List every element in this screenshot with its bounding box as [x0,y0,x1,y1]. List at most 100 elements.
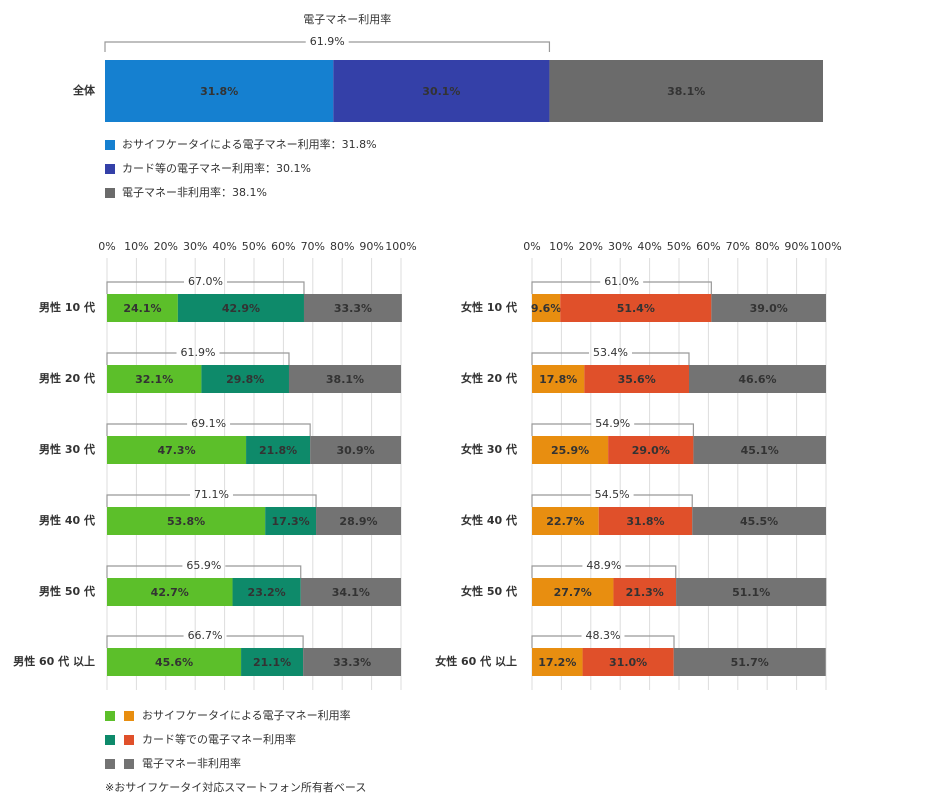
bar-segment [241,648,304,676]
data-label: 17.2% [538,656,576,669]
bar-segment [692,507,826,535]
bar-segment [107,436,247,464]
total-label: 61.9% [310,35,345,48]
total-bracket [531,281,712,294]
bar-segment [333,60,550,122]
total-bracket [531,565,677,578]
x-tick-label: 10% [124,240,148,253]
legend-label: 電子マネー非利用率：38.1% [122,185,267,199]
legend-label: 電子マネー非利用率 [142,756,241,770]
data-label: 22.7% [546,515,584,528]
category-label: 女性 40 代 [461,513,517,527]
data-label: 25.9% [551,444,589,457]
category-label: 全体 [72,83,96,97]
x-tick-label: 90% [359,240,383,253]
x-tick-label: 40% [637,240,661,253]
category-label: 女性 60 代 以上 [435,654,517,668]
x-tick-label: 80% [755,240,779,253]
data-label: 23.2% [248,586,286,599]
bar-segment [532,365,585,393]
data-label: 51.4% [617,302,655,315]
bar-segment [288,365,401,393]
data-label: 21.3% [626,586,664,599]
category-label: 女性 30 代 [461,442,517,456]
bar-segment [246,436,311,464]
data-label: 21.1% [253,656,291,669]
data-label: 29.8% [226,373,264,386]
bar-segment [549,60,823,122]
x-tick-label: 70% [301,240,325,253]
bar-segment [107,365,202,393]
bar-segment [711,294,826,322]
data-label: 33.3% [334,302,372,315]
total-bracket [106,635,304,648]
x-tick-label: 100% [385,240,416,253]
total-bracket [531,423,695,436]
bar-segment [303,294,402,322]
data-label: 28.9% [339,515,377,528]
bar-segment [613,578,677,606]
x-tick-label: 20% [154,240,178,253]
data-label: 53.8% [167,515,205,528]
x-tick-label: 60% [271,240,295,253]
data-label: 29.0% [632,444,670,457]
x-tick-label: 40% [212,240,236,253]
total-label: 61.9% [181,346,216,359]
bar-segment [532,648,583,676]
bar-segment [584,365,689,393]
x-tick-label: 0% [523,240,540,253]
data-label: 30.9% [336,444,374,457]
bar-segment [265,507,317,535]
legend-swatch [124,711,134,721]
x-tick-label: 90% [784,240,808,253]
category-label: 男性 10 代 [39,300,95,314]
total-label: 48.3% [586,629,621,642]
data-label: 31.8% [200,85,238,98]
legend-swatch [105,188,115,198]
data-label: 45.6% [155,656,193,669]
category-label: 女性 10 代 [461,300,517,314]
total-label: 65.9% [186,559,221,572]
data-label: 51.1% [732,586,770,599]
total-bracket [106,494,317,507]
data-label: 46.6% [738,373,776,386]
x-tick-label: 70% [726,240,750,253]
legend-swatch [105,759,115,769]
category-label: 男性 60 代 以上 [13,654,95,668]
total-bracket [531,635,675,648]
category-label: 男性 30 代 [39,442,95,456]
bar-segment [201,365,289,393]
bar-segment [608,436,694,464]
total-label: 69.1% [191,417,226,430]
bar-segment [532,436,609,464]
data-label: 42.7% [151,586,189,599]
data-label: 35.6% [618,373,656,386]
total-label: 54.5% [595,488,630,501]
data-label: 33.3% [333,656,371,669]
legend-swatch [105,711,115,721]
legend-swatch [105,164,115,174]
total-bracket [106,423,311,436]
bar-segment [693,436,826,464]
bar-segment [532,507,599,535]
data-label: 31.0% [609,656,647,669]
x-tick-label: 10% [549,240,573,253]
x-tick-label: 30% [608,240,632,253]
bar-segment [105,60,334,122]
bar-segment [676,578,827,606]
bar-segment [688,365,826,393]
data-label: 34.1% [332,586,370,599]
total-bracket [106,565,302,578]
data-label: 32.1% [135,373,173,386]
category-label: 女性 50 代 [461,584,517,598]
data-label: 51.7% [731,656,769,669]
legend-label: カード等での電子マネー利用率 [142,732,296,746]
bar-segment [107,648,242,676]
category-label: 男性 50 代 [39,584,95,598]
total-label: 71.1% [194,488,229,501]
footnote: ※おサイフケータイ対応スマートフォン所有者ベース [105,780,366,794]
bar-segment [310,436,401,464]
x-tick-label: 30% [183,240,207,253]
x-tick-label: 20% [579,240,603,253]
total-bracket [104,41,551,52]
